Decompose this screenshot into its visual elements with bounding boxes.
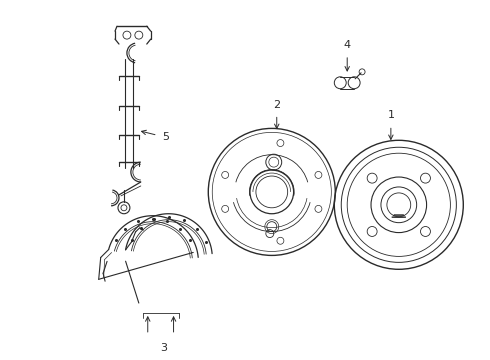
Text: 3: 3 — [160, 343, 167, 353]
Text: 2: 2 — [273, 100, 280, 109]
Text: 5: 5 — [163, 132, 170, 142]
Text: 1: 1 — [388, 111, 394, 121]
Text: 4: 4 — [343, 40, 351, 50]
